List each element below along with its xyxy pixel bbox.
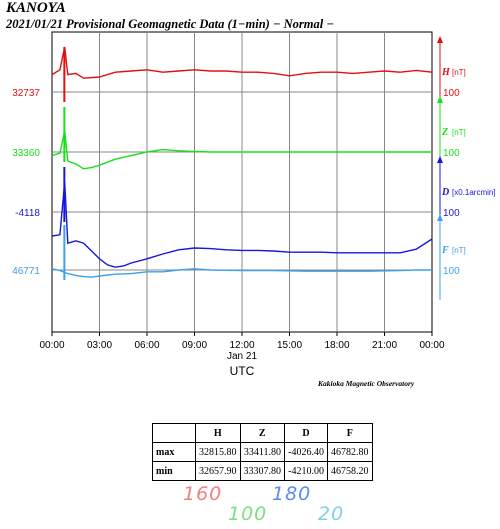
stats-col-f: F	[328, 424, 373, 443]
x-tick-label: 09:00	[182, 340, 207, 351]
stats-col-z: Z	[240, 424, 285, 443]
stats-cell: 46782.80	[328, 443, 373, 462]
stats-cell: 32657.90	[196, 462, 241, 481]
stats-cell: 32815.80	[196, 443, 241, 462]
baseline-label-z: 33360	[12, 148, 40, 159]
x-tick-label: 12:00	[229, 340, 254, 351]
stats-cell: -4026.40	[285, 443, 328, 462]
baseline-label-d: -4118	[15, 208, 40, 219]
x-tick-label: 15:00	[277, 340, 302, 351]
x-axis-label: UTC	[230, 364, 255, 378]
x-tick-label: 03:00	[87, 340, 112, 351]
series-name-d: D	[441, 187, 449, 198]
series-name-f: F	[441, 245, 449, 256]
chart-subtitle: 2021/01/21 Provisional Geomagnetic Data …	[6, 17, 334, 32]
stats-cell: -4210.00	[285, 462, 328, 481]
station-title: KANOYA	[6, 0, 66, 17]
x-date-label: Jan 21	[227, 351, 257, 362]
scale-arrowhead-h	[437, 36, 443, 43]
handwritten-d-value: 180	[272, 483, 311, 505]
x-tick-label: 18:00	[324, 340, 349, 351]
x-tick-label: 00:00	[419, 340, 444, 351]
stats-row-max: max 32815.80 33411.80 -4026.40 46782.80	[153, 443, 373, 462]
handwritten-f-value: 20	[318, 503, 344, 525]
series-unit-h: [nT]	[452, 68, 466, 77]
observatory-credit: Kakioka Magnetic Observatory	[318, 379, 414, 388]
series-name-h: H	[441, 67, 451, 78]
scale-label-h: 100	[443, 88, 460, 99]
baseline-label-f: 46771	[12, 266, 40, 277]
scale-label-z: 100	[443, 148, 460, 159]
stats-row-label: min	[153, 462, 196, 481]
series-unit-z: [nT]	[452, 128, 466, 137]
x-tick-label: 06:00	[134, 340, 159, 351]
stats-row-label: max	[153, 443, 196, 462]
scale-label-f: 100	[443, 266, 460, 277]
series-name-z: Z	[441, 127, 448, 138]
series-unit-d: [x0.1arcmin]	[452, 188, 496, 197]
stats-cell: 46758.20	[328, 462, 373, 481]
stats-col-d: D	[285, 424, 328, 443]
stats-row-min: min 32657.90 33307.80 -4210.00 46758.20	[153, 462, 373, 481]
magnetogram-chart: 00:00 03:00 06:00 09:00 12:00 15:00 18:00 21:00…	[0, 0, 500, 400]
handwritten-h-value: 160	[183, 483, 222, 505]
stats-header-row: H Z D F	[153, 424, 373, 443]
stats-table: H Z D F max 32815.80 33411.80 -4026.40 4…	[152, 423, 373, 481]
x-tick-label: 00:00	[39, 340, 64, 351]
stats-cell: 33307.80	[240, 462, 285, 481]
baseline-label-h: 32737	[12, 88, 40, 99]
scale-label-d: 100	[443, 208, 460, 219]
x-tick-label: 21:00	[372, 340, 397, 351]
stats-col-h: H	[196, 424, 241, 443]
stats-corner	[153, 424, 196, 443]
handwritten-z-value: 100	[228, 503, 267, 525]
stats-cell: 33411.80	[240, 443, 285, 462]
series-unit-f: [nT]	[452, 246, 466, 255]
